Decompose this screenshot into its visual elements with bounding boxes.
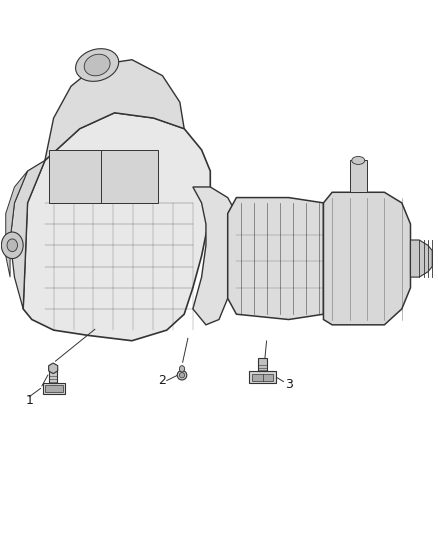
Bar [252, 374, 273, 381]
Bar [49, 368, 57, 383]
Bar [49, 150, 106, 203]
Ellipse shape [352, 157, 365, 165]
Polygon shape [45, 60, 184, 160]
Circle shape [1, 232, 23, 259]
Polygon shape [6, 171, 28, 277]
Polygon shape [49, 363, 58, 374]
Polygon shape [10, 160, 45, 309]
Bar [250, 372, 276, 383]
Text: 3: 3 [285, 378, 293, 391]
Ellipse shape [177, 370, 187, 380]
Polygon shape [23, 113, 210, 341]
Bar [350, 160, 367, 192]
Polygon shape [228, 198, 323, 319]
Bar [102, 150, 158, 203]
Polygon shape [410, 240, 432, 277]
Text: 2: 2 [159, 374, 166, 387]
Circle shape [7, 239, 18, 252]
Bar [43, 383, 65, 394]
Circle shape [180, 366, 185, 372]
Ellipse shape [76, 49, 119, 82]
Ellipse shape [84, 54, 110, 76]
Bar [258, 358, 267, 372]
Text: 1: 1 [26, 393, 34, 407]
Ellipse shape [180, 373, 185, 378]
Bar [45, 385, 63, 392]
Polygon shape [323, 192, 410, 325]
Polygon shape [193, 187, 237, 325]
